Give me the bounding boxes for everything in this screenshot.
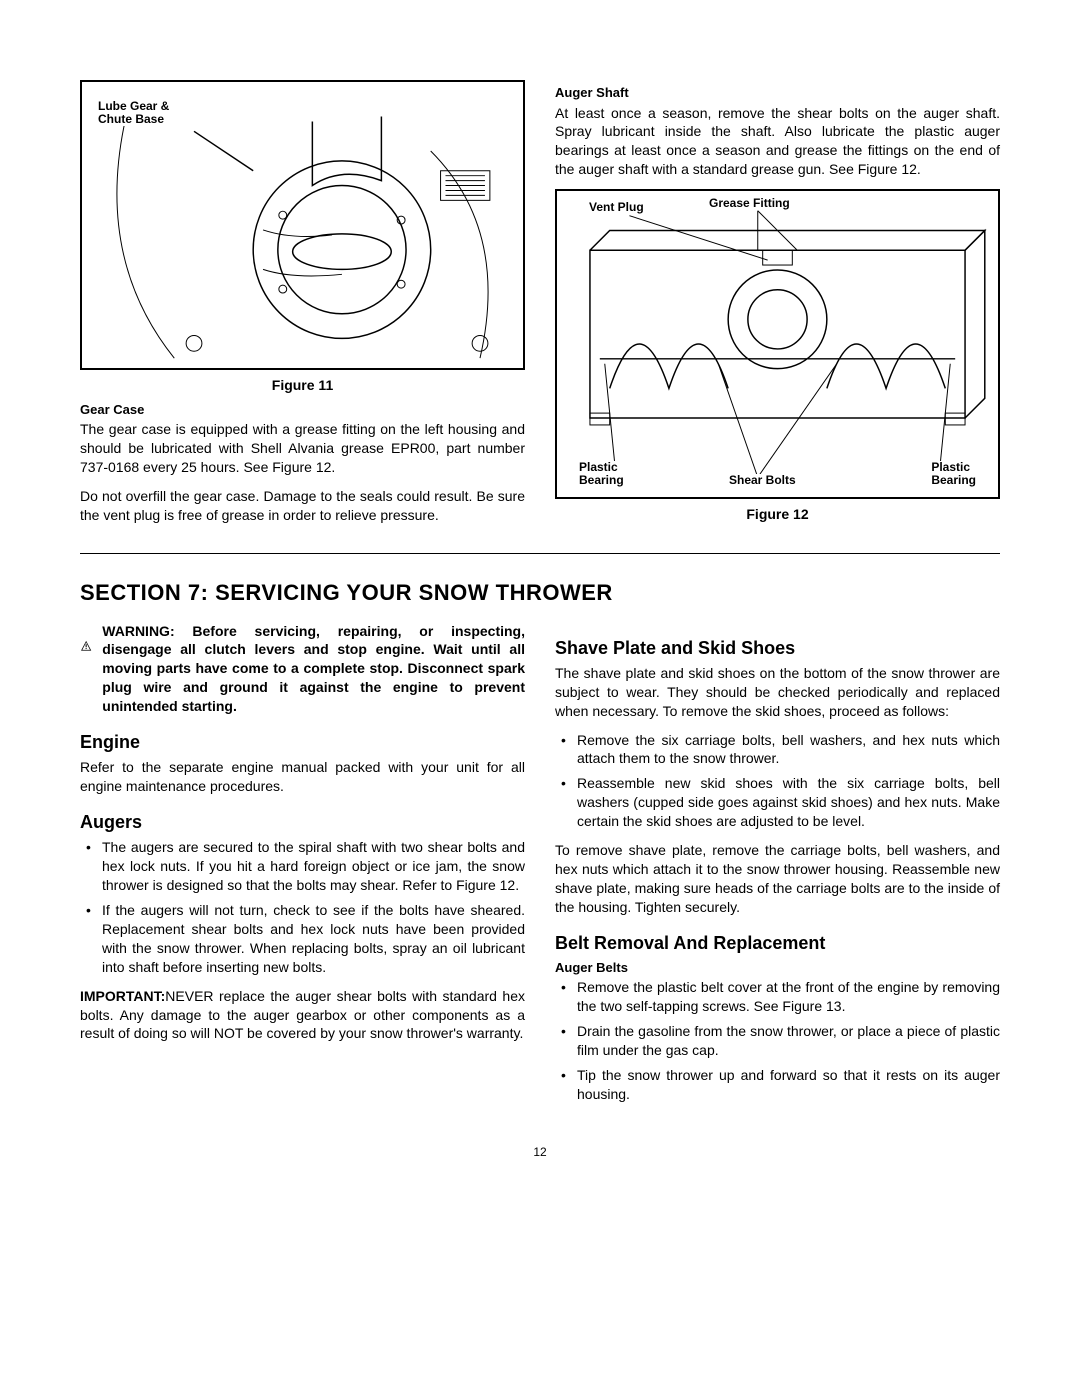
right-col-upper: Auger Shaft At least once a season, remo… bbox=[555, 80, 1000, 535]
gear-case-p1: The gear case is equipped with a grease … bbox=[80, 420, 525, 477]
augers-heading: Augers bbox=[80, 810, 525, 834]
left-col-upper: Lube Gear & Chute Base bbox=[80, 80, 525, 535]
figure-12-caption: Figure 12 bbox=[555, 505, 1000, 524]
list-item: Reassemble new skid shoes with the six c… bbox=[555, 774, 1000, 831]
list-item: The augers are secured to the spiral sha… bbox=[80, 838, 525, 895]
augers-important: IMPORTANT:NEVER replace the auger shear … bbox=[80, 987, 525, 1044]
shave-list: Remove the six carriage bolts, bell wash… bbox=[555, 731, 1000, 831]
list-item: Remove the six carriage bolts, bell wash… bbox=[555, 731, 1000, 769]
upper-columns: Lube Gear & Chute Base bbox=[80, 80, 1000, 535]
left-col-lower: WARNING: Before servicing, repairing, or… bbox=[80, 622, 525, 1114]
list-item: Drain the gasoline from the snow thrower… bbox=[555, 1022, 1000, 1060]
section-rule bbox=[80, 553, 1000, 554]
list-item: Tip the snow thrower up and forward so t… bbox=[555, 1066, 1000, 1104]
warning-text: WARNING: Before servicing, repairing, or… bbox=[102, 622, 525, 716]
section-7-title: SECTION 7: SERVICING YOUR SNOW THROWER bbox=[80, 578, 1000, 608]
shave-heading: Shave Plate and Skid Shoes bbox=[555, 636, 1000, 660]
figure-11-label-lube: Lube Gear & Chute Base bbox=[96, 100, 171, 126]
page-number: 12 bbox=[80, 1144, 1000, 1160]
lower-columns: WARNING: Before servicing, repairing, or… bbox=[80, 622, 1000, 1114]
auger-belts-sub: Auger Belts bbox=[555, 959, 1000, 977]
figure-11: Lube Gear & Chute Base bbox=[80, 80, 525, 370]
figure-12-svg bbox=[557, 191, 998, 497]
figure-12-label-pb-left: Plastic Bearing bbox=[577, 461, 626, 487]
important-label: IMPORTANT: bbox=[80, 988, 165, 1004]
figure-12-label-grease: Grease Fitting bbox=[707, 197, 792, 210]
list-item: If the augers will not turn, check to se… bbox=[80, 901, 525, 977]
shave-p1: The shave plate and skid shoes on the bo… bbox=[555, 664, 1000, 721]
gear-case-heading: Gear Case bbox=[80, 401, 525, 419]
belt-heading: Belt Removal And Replacement bbox=[555, 931, 1000, 955]
warning-block: WARNING: Before servicing, repairing, or… bbox=[80, 622, 525, 716]
figure-12-label-pb-right: Plastic Bearing bbox=[929, 461, 978, 487]
auger-shaft-p1: At least once a season, remove the shear… bbox=[555, 104, 1000, 180]
right-col-lower: Shave Plate and Skid Shoes The shave pla… bbox=[555, 622, 1000, 1114]
engine-heading: Engine bbox=[80, 730, 525, 754]
gear-case-p2: Do not overfill the gear case. Damage to… bbox=[80, 487, 525, 525]
figure-12: Vent Plug Grease Fitting Plastic Bearing… bbox=[555, 189, 1000, 499]
list-item: Remove the plastic belt cover at the fro… bbox=[555, 978, 1000, 1016]
figure-12-label-vent: Vent Plug bbox=[587, 201, 646, 214]
augers-list: The augers are secured to the spiral sha… bbox=[80, 838, 525, 976]
belt-list: Remove the plastic belt cover at the fro… bbox=[555, 978, 1000, 1103]
engine-p1: Refer to the separate engine manual pack… bbox=[80, 758, 525, 796]
figure-12-label-shear: Shear Bolts bbox=[727, 474, 798, 487]
auger-shaft-heading: Auger Shaft bbox=[555, 84, 1000, 102]
shave-p2: To remove shave plate, remove the carria… bbox=[555, 841, 1000, 917]
warning-icon bbox=[80, 622, 92, 670]
figure-11-caption: Figure 11 bbox=[80, 376, 525, 395]
